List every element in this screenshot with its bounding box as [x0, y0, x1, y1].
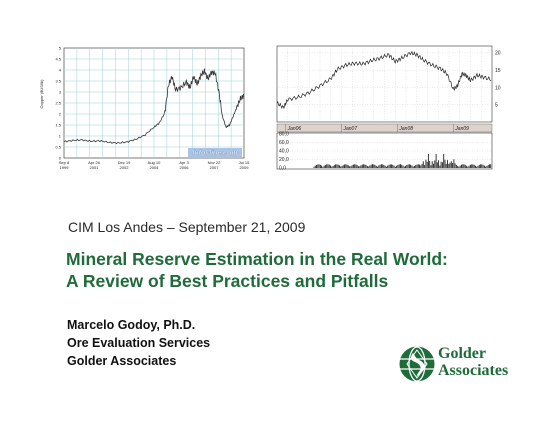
svg-text:2002: 2002 — [120, 165, 130, 170]
period-label: Jan07 — [343, 126, 358, 132]
volume-tick-label: 80,0 — [279, 132, 289, 138]
y-tick-label: 2 — [59, 111, 62, 116]
svg-text:2001: 2001 — [90, 165, 100, 170]
y-tick-label: 20 — [495, 51, 501, 57]
stock-chart-grid — [277, 46, 492, 122]
svg-text:2009: 2009 — [240, 165, 250, 170]
author-name: Marcelo Godoy, Ph.D. — [67, 318, 196, 332]
svg-text:2006: 2006 — [180, 165, 190, 170]
author-company: Golder Associates — [67, 354, 177, 368]
stock-price-line — [276, 50, 492, 110]
svg-text:Jul 15: Jul 15 — [239, 160, 250, 165]
author-department: Ore Evaluation Services — [67, 336, 211, 350]
event-line: CIM Los Andes – September 21, 2009 — [68, 219, 306, 235]
svg-text:2007: 2007 — [210, 165, 220, 170]
stock-price-chart: 20 15 10 5 Jan06 Jan07 Jan08 Jan09 80,0 60,0 40,… — [274, 44, 506, 172]
period-label: Jan06 — [287, 126, 302, 132]
volume-ticks: 80,0 60,0 40,0 20,0 0,0 — [279, 132, 289, 172]
y-tick-label: 0.5 — [55, 144, 61, 149]
svg-text:2004: 2004 — [150, 165, 160, 170]
golder-globe-icon — [399, 346, 435, 382]
y-tick-label: 5 — [59, 45, 62, 50]
volume-tick-label: 40,0 — [279, 149, 289, 155]
y-tick-label: 4 — [59, 67, 62, 72]
stock-chart-y-ticks: 20 15 10 5 — [495, 51, 501, 109]
volume-tick-label: 20,0 — [279, 157, 289, 163]
y-tick-label: 2.5 — [55, 100, 61, 105]
y-tick-label: 0 — [59, 155, 62, 160]
y-tick-label: 10 — [495, 85, 501, 91]
period-label: Jan08 — [398, 126, 413, 132]
copper-price-line — [63, 68, 244, 145]
logo-line-1: Golder — [438, 345, 486, 362]
svg-text:Dec 19: Dec 19 — [118, 160, 131, 165]
period-label: Jan09 — [454, 126, 469, 132]
volume-bars — [313, 154, 492, 168]
svg-text:Apr 26: Apr 26 — [88, 160, 101, 165]
title-line-1: Mineral Reserve Estimation in the Real W… — [66, 249, 448, 269]
svg-text:1999: 1999 — [60, 165, 70, 170]
y-tick-label: 5 — [495, 103, 498, 109]
svg-text:Apr 3: Apr 3 — [179, 160, 189, 165]
volume-tick-label: 0,0 — [279, 166, 286, 172]
copper-chart-y-ticks: 0 0.5 1 1.5 2 2.5 3 3.5 4 4.5 5 — [55, 45, 61, 160]
infomine-watermark: InfoMine.com — [192, 150, 237, 157]
title-line-2: A Review of Best Practices and Pitfalls — [66, 271, 389, 291]
svg-text:Nov 22: Nov 22 — [208, 160, 221, 165]
y-tick-label: 4.5 — [55, 56, 61, 61]
golder-logo: Golder Associates — [398, 342, 518, 386]
y-tick-label: 1 — [59, 133, 62, 138]
stock-chart-period-labels: Jan06 Jan07 Jan08 Jan09 — [285, 124, 469, 132]
copper-chart-ylabel: Copper ($US/lb) — [39, 79, 44, 109]
svg-text:Aug 10: Aug 10 — [148, 160, 161, 165]
volume-grid — [277, 142, 492, 160]
copper-price-chart: Copper ($US/lb) 0 0.5 1 1.5 2 2.5 3 3.5 4 4.5 5 Se… — [38, 44, 250, 176]
author-block: Marcelo Godoy, Ph.D. Ore Evaluation Serv… — [67, 316, 210, 370]
golder-logo-text: Golder Associates — [438, 345, 508, 379]
presentation-title: Mineral Reserve Estimation in the Real W… — [66, 248, 448, 292]
y-tick-label: 3.5 — [55, 78, 61, 83]
y-tick-label: 3 — [59, 89, 62, 94]
volume-tick-label: 60,0 — [279, 140, 289, 146]
svg-text:Sep 8: Sep 8 — [59, 160, 70, 165]
y-tick-label: 15 — [495, 68, 501, 74]
y-tick-label: 1.5 — [55, 122, 61, 127]
logo-line-2: Associates — [438, 362, 509, 379]
